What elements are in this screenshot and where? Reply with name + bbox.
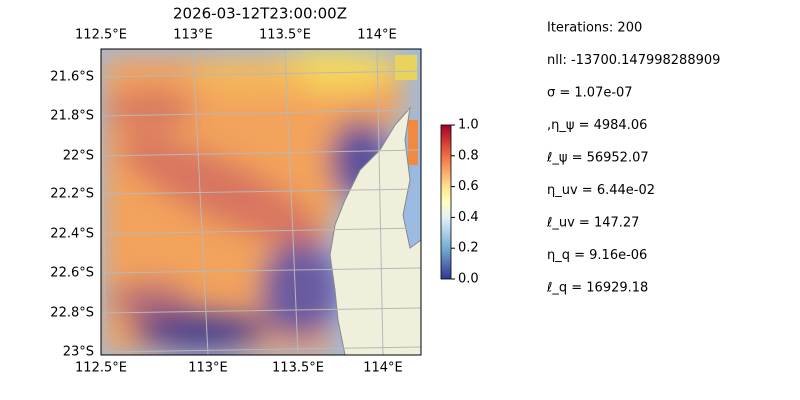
graticule bbox=[101, 49, 421, 355]
colorbar bbox=[440, 124, 452, 280]
bottom-lon-label: 113°E bbox=[188, 361, 228, 376]
bottom-lon-label: 114°E bbox=[363, 361, 403, 376]
stat-line: η_uv = 6.44e-02 bbox=[547, 183, 655, 198]
stat-line: ℓ_q = 16929.18 bbox=[546, 281, 648, 296]
field-cell bbox=[395, 55, 417, 80]
lat-label: 22.6°S bbox=[50, 266, 94, 281]
colorbar-tick-label: 0.8 bbox=[458, 148, 479, 163]
colorbar-tick-label: 0.0 bbox=[458, 272, 479, 287]
lat-label: 21.6°S bbox=[50, 70, 94, 85]
colorbar-tick-label: 0.4 bbox=[458, 210, 479, 225]
top-lon-label: 113°E bbox=[173, 28, 213, 43]
top-lon-label: 114°E bbox=[357, 28, 397, 43]
stat-line: nll: -13700.147998288909 bbox=[547, 53, 720, 68]
map-frame bbox=[100, 48, 422, 356]
lat-label: 22.4°S bbox=[50, 227, 94, 242]
stat-line: ,η_ψ = 4984.06 bbox=[547, 118, 647, 133]
lat-label: 23°S bbox=[63, 345, 94, 360]
colorbar-tick-label: 0.2 bbox=[458, 241, 479, 256]
stat-line: σ = 1.07e-07 bbox=[547, 86, 633, 101]
map-title: 2026-03-12T23:00:00Z bbox=[173, 5, 347, 23]
map-area bbox=[101, 49, 421, 355]
colorbar-tick-label: 1.0 bbox=[458, 118, 479, 133]
lat-label: 22°S bbox=[63, 149, 94, 164]
top-lon-label: 113.5°E bbox=[259, 28, 311, 43]
lat-label: 22.8°S bbox=[50, 306, 94, 321]
bottom-lon-label: 113.5°E bbox=[272, 361, 324, 376]
land bbox=[329, 106, 421, 355]
stat-line: ℓ_uv = 147.27 bbox=[546, 216, 639, 231]
lat-label: 21.8°S bbox=[50, 109, 94, 124]
field bbox=[101, 49, 405, 355]
field-cell bbox=[408, 120, 418, 165]
lat-label: 22.2°S bbox=[50, 187, 94, 202]
top-lon-label: 112.5°E bbox=[75, 28, 127, 43]
stat-line: η_q = 9.16e-06 bbox=[547, 248, 647, 263]
stat-line: Iterations: 200 bbox=[547, 21, 642, 36]
stat-line: ℓ_ψ = 56952.07 bbox=[546, 151, 649, 166]
bottom-lon-label: 112.5°E bbox=[75, 361, 127, 376]
colorbar-tick-label: 0.6 bbox=[458, 179, 479, 194]
